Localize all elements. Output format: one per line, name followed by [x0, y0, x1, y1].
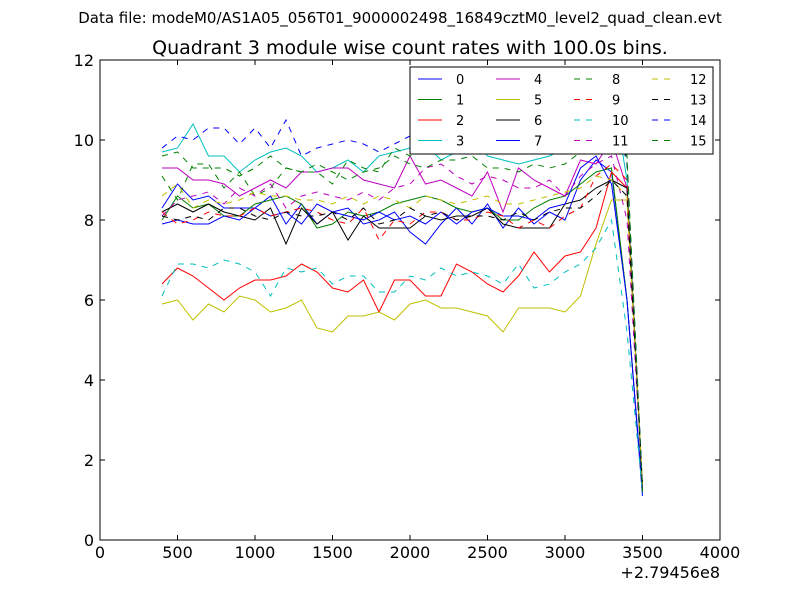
chart-suptitle: Data file: modeM0/AS1A05_056T01_90000024…	[78, 9, 722, 28]
series-line-2	[161, 171, 643, 489]
legend-label-11: 11	[612, 135, 629, 150]
y-tick-label: 6	[84, 291, 94, 310]
legend-label-2: 2	[456, 114, 464, 129]
legend-label-6: 6	[534, 114, 542, 129]
legend-label-10: 10	[612, 114, 629, 129]
legend-label-7: 7	[534, 135, 542, 150]
series-line-11	[161, 155, 643, 489]
series-line-6	[161, 179, 643, 489]
y-tick-label: 8	[84, 211, 94, 230]
x-tick-label: 3000	[545, 543, 586, 562]
series-line-10	[161, 218, 643, 493]
series-line-15	[161, 94, 643, 493]
legend-label-4: 4	[534, 73, 542, 88]
x-tick-label: 500	[162, 543, 193, 562]
axes-layer: 0 500 1000 1500 2000 2500 3000 3500 400002468101…	[74, 51, 741, 562]
legend-box	[409, 66, 714, 155]
x-offset-label: +2.79456e8	[620, 563, 720, 582]
x-tick-label: 0	[95, 543, 105, 562]
legend-label-8: 8	[612, 73, 620, 88]
legend-label-0: 0	[456, 73, 464, 88]
x-tick-label: 1000	[235, 543, 276, 562]
x-tick-label: 2000	[390, 543, 431, 562]
x-tick-label: 1500	[312, 543, 353, 562]
legend-label-5: 5	[534, 94, 542, 109]
series-line-12	[161, 175, 643, 485]
legend-label-1: 1	[456, 94, 464, 109]
x-tick-label: 2500	[467, 543, 508, 562]
legend-label-15: 15	[690, 135, 707, 150]
x-tick-label: 3500	[622, 543, 663, 562]
legend-label-9: 9	[612, 94, 620, 109]
series-line-9	[161, 163, 643, 489]
series-line-4	[162, 138, 643, 489]
chart-title: Quadrant 3 module wise count rates with …	[152, 37, 668, 59]
series-line-13	[161, 179, 643, 489]
legend-label-13: 13	[690, 94, 707, 109]
y-tick-label: 4	[84, 371, 94, 390]
y-tick-label: 10	[74, 131, 94, 150]
legend-label-14: 14	[690, 114, 707, 129]
x-tick-label: 4000	[700, 543, 741, 562]
legend-label-3: 3	[456, 135, 464, 150]
y-tick-label: 2	[84, 451, 94, 470]
y-tick-label: 12	[74, 51, 94, 70]
y-tick-label: 0	[84, 531, 94, 550]
legend-label-12: 12	[690, 73, 707, 88]
series-line-1	[161, 167, 643, 493]
series-line-7	[161, 155, 643, 493]
series-line-5	[161, 199, 643, 485]
